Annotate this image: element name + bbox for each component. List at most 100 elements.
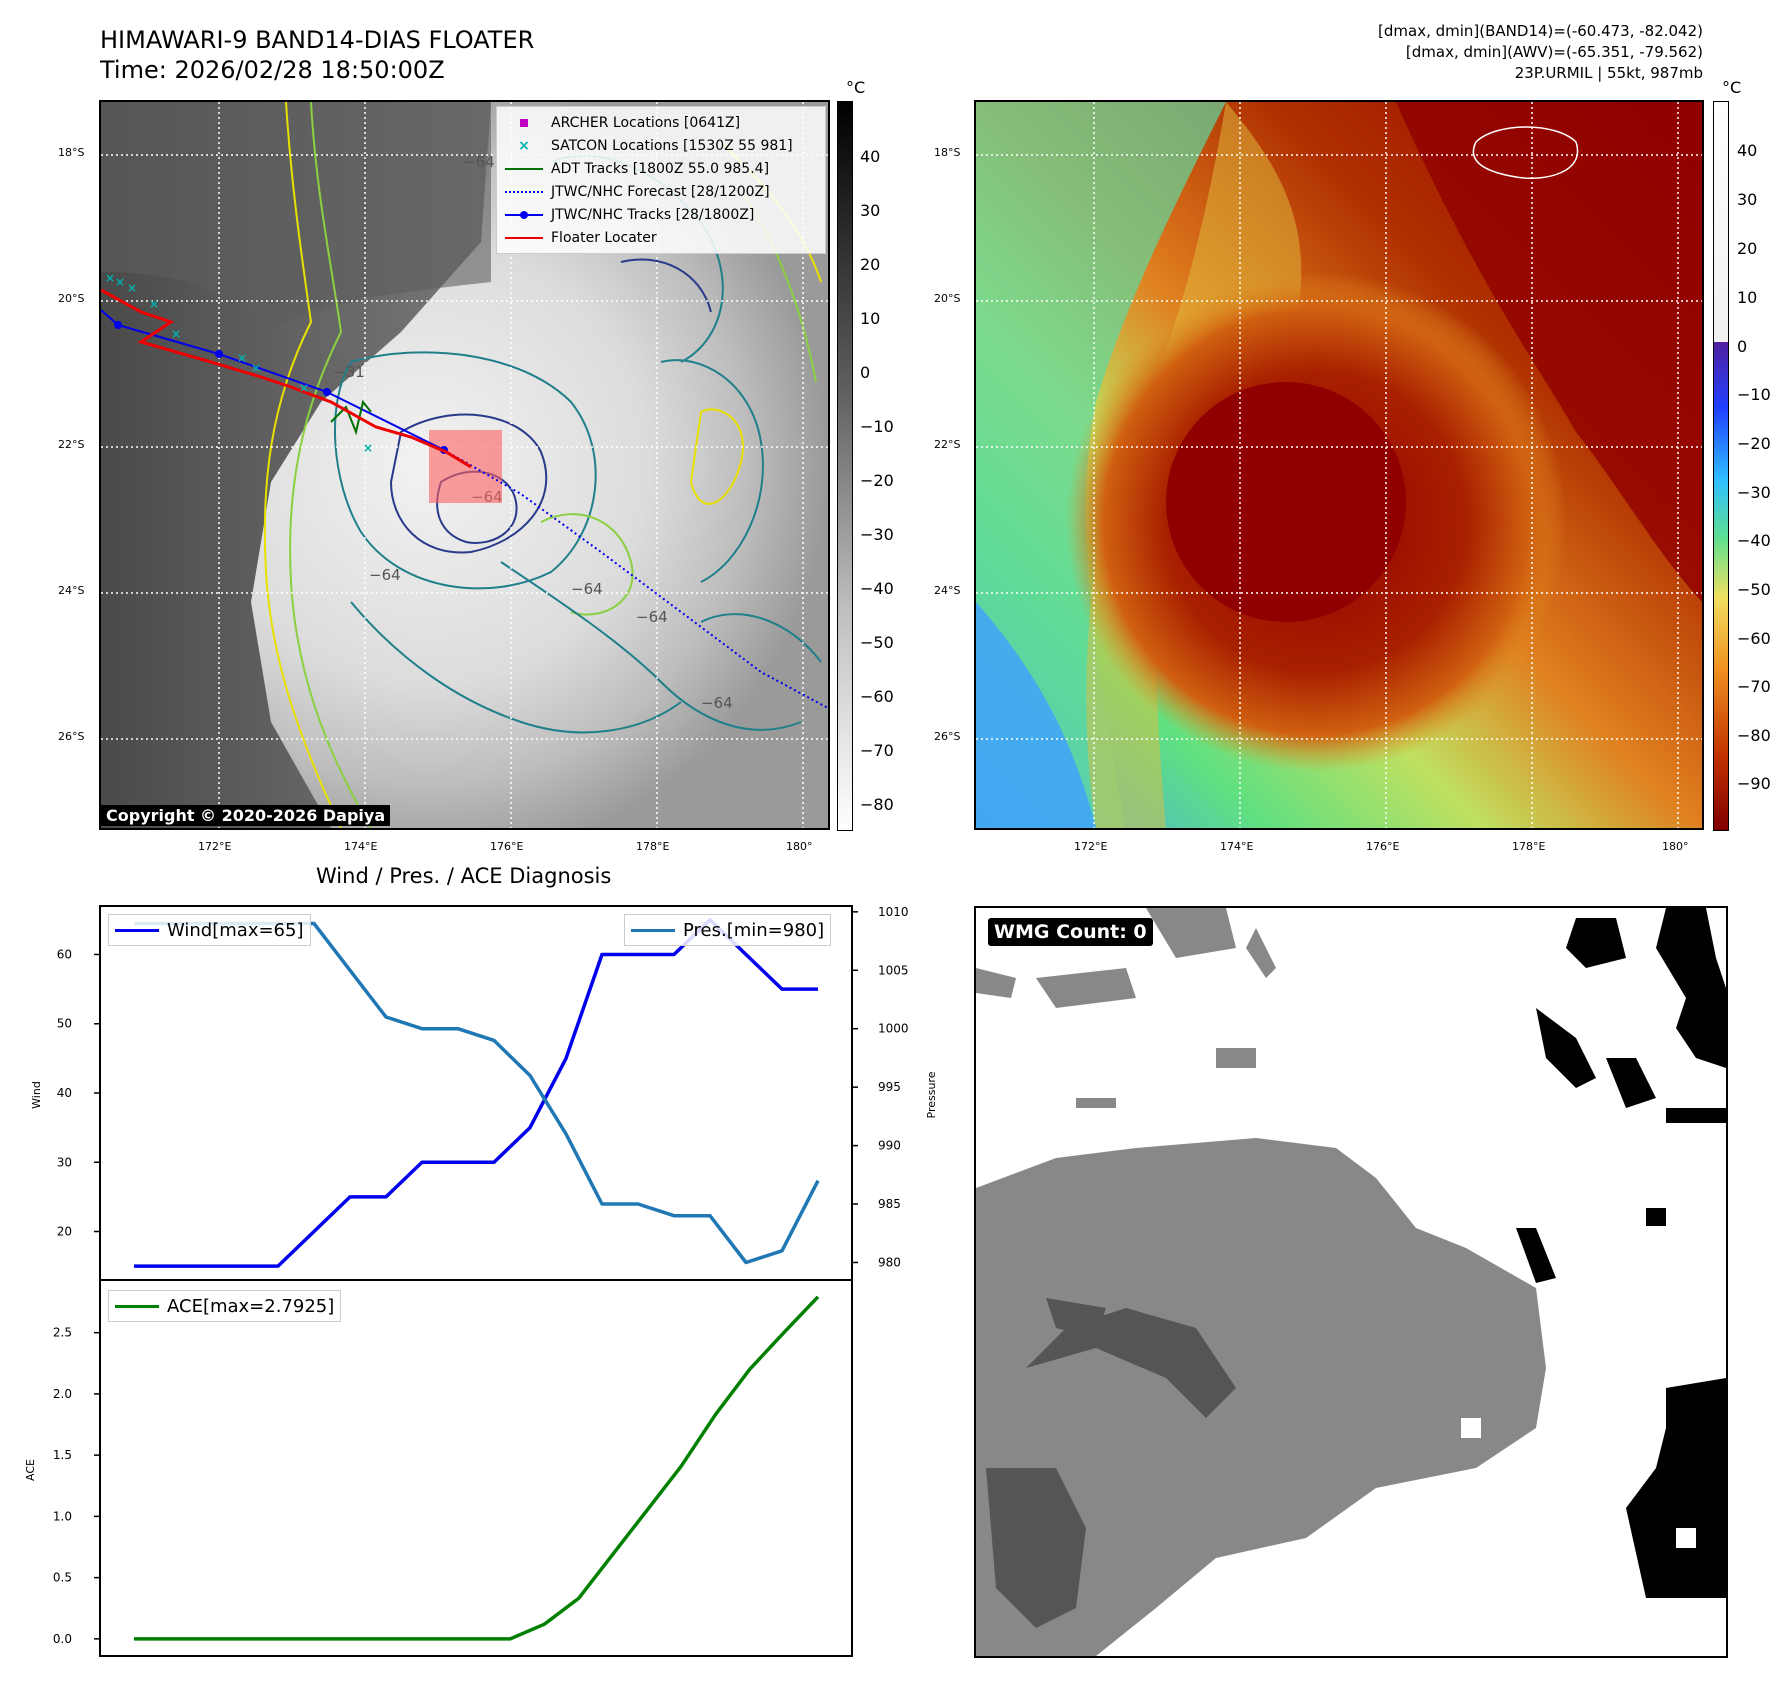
wind-legend: Wind[max=65]: [108, 914, 311, 946]
color-colorbar-tick: −40: [1737, 531, 1771, 550]
lat-label: 24°S: [58, 584, 85, 597]
contour-label: −64: [571, 580, 603, 598]
y-tick-label: 990: [878, 1139, 901, 1153]
y-tick-label: 60: [57, 947, 72, 961]
y-tick-label: 20: [57, 1225, 72, 1239]
pressure-ylabel: Pressure: [925, 1071, 938, 1118]
lat-label: 26°S: [934, 730, 961, 743]
svg-text:×: ×: [105, 271, 115, 285]
y-tick-label: 1005: [878, 963, 909, 977]
y-tick-label: 0.0: [53, 1632, 72, 1646]
lat-label: 24°S: [934, 584, 961, 597]
storm-info-text: 23P.URMIL | 55kt, 987mb: [1514, 64, 1703, 82]
dmax-awv-text: [dmax, dmin](AWV)=(-65.351, -79.562): [1405, 43, 1703, 61]
contour-label: −64: [369, 566, 401, 584]
y-tick-label: 1000: [878, 1022, 909, 1036]
wind-series: [133, 918, 819, 1268]
pressure-series: [133, 921, 820, 1265]
bw-colorbar-unit: °C: [846, 78, 866, 97]
y-tick-label: 30: [57, 1155, 72, 1169]
bw-ir-map-image: −64 −64 −64 −64 −64 −31 −64 ××× ××× ×××: [101, 102, 828, 828]
wmg-image: [976, 908, 1726, 1656]
lat-label: 20°S: [58, 292, 85, 305]
color-colorbar-tick: −90: [1737, 774, 1771, 793]
color-colorbar-tick: 20: [1737, 239, 1758, 258]
y-tick-label: 1.5: [53, 1448, 72, 1462]
ace-legend: ACE[max=2.7925]: [108, 1290, 342, 1322]
y-tick-label: 1.0: [53, 1509, 72, 1523]
bw-colorbar-tick: −80: [860, 795, 894, 814]
lat-label: 22°S: [934, 438, 961, 451]
legend-jtwc-forecast: JTWC/NHC Forecast [28/1200Z]: [505, 180, 817, 203]
wind-ylabel: Wind: [30, 1081, 43, 1109]
lon-label: 176°E: [1366, 840, 1400, 853]
lat-label: 20°S: [934, 292, 961, 305]
wmg-count-badge: WMG Count: 0: [988, 918, 1153, 946]
bw-colorbar: [837, 101, 853, 831]
wmg-panel: [974, 906, 1728, 1658]
diag-chart: 60 50 40 30 20 1010 1005 1000 995 990 985 980 2.5 2.0…: [24, 905, 938, 1657]
bw-colorbar-tick: −60: [860, 687, 894, 706]
color-colorbar-tick: 40: [1737, 141, 1758, 160]
figure-title: HIMAWARI-9 BAND14-DIAS FLOATER: [100, 26, 535, 54]
y-tick-label: 995: [878, 1080, 901, 1094]
color-colorbar-tick: 0: [1737, 337, 1748, 356]
svg-text:×: ×: [171, 327, 181, 341]
legend-satcon: × SATCON Locations [1530Z 55 981]: [518, 137, 793, 154]
contour-label: −31: [333, 363, 365, 381]
color-colorbar-tick: 10: [1737, 288, 1758, 307]
color-colorbar-unit: °C: [1722, 78, 1742, 97]
color-colorbar-tick: −50: [1737, 580, 1771, 599]
svg-text:×: ×: [115, 275, 125, 289]
map-legend: ARCHER Locations [0641Z] × SATCON Locati…: [496, 106, 826, 254]
copyright-badge: Copyright © 2020-2026 Dapiya: [101, 805, 391, 826]
svg-text:×: ×: [149, 297, 159, 311]
lon-label: 176°E: [490, 840, 524, 853]
y-tick-label: 1010: [878, 905, 909, 919]
wind-line: [134, 918, 818, 1268]
legend-floater: Floater Locater: [505, 226, 817, 249]
bw-colorbar-tick: 20: [860, 255, 881, 274]
svg-text:×: ×: [127, 281, 137, 295]
y-tick-label: 985: [878, 1197, 901, 1211]
bw-colorbar-tick: −30: [860, 525, 894, 544]
y-tick-label: 2.0: [53, 1387, 72, 1401]
ace-line: [134, 1295, 820, 1641]
lon-label: 180°: [786, 840, 813, 853]
lon-label: 174°E: [1220, 840, 1254, 853]
bw-colorbar-tick: −70: [860, 741, 894, 760]
color-colorbar-tick: −80: [1737, 726, 1771, 745]
floater-box: [429, 430, 502, 503]
bw-colorbar-tick: −50: [860, 633, 894, 652]
y-tick-label: 40: [57, 1086, 72, 1100]
contour-label: −64: [701, 694, 733, 712]
color-colorbar-tick: −30: [1737, 483, 1771, 502]
lon-label: 178°E: [1512, 840, 1546, 853]
color-colorbar-tick: −10: [1737, 385, 1771, 404]
svg-text:×: ×: [363, 441, 373, 455]
color-colorbar: [1713, 101, 1729, 831]
color-ir-map-image: [976, 102, 1702, 828]
lon-label: 174°E: [344, 840, 378, 853]
color-colorbar-tick: −60: [1737, 629, 1771, 648]
color-colorbar-tick: −20: [1737, 434, 1771, 453]
lat-label: 18°S: [58, 146, 85, 159]
lon-label: 172°E: [198, 840, 232, 853]
bw-colorbar-tick: 30: [860, 201, 881, 220]
legend-jtwc-tracks: JTWC/NHC Tracks [28/1800Z]: [505, 203, 817, 226]
color-ir-map: [974, 100, 1704, 830]
bw-colorbar-tick: −40: [860, 579, 894, 598]
bw-colorbar-tick: 0: [860, 363, 871, 382]
dmax-band14-text: [dmax, dmin](BAND14)=(-60.473, -82.042): [1378, 22, 1703, 40]
bw-colorbar-tick: −10: [860, 417, 894, 436]
color-colorbar-tick: 30: [1737, 190, 1758, 209]
legend-archer: ARCHER Locations [0641Z]: [505, 111, 817, 134]
contour-label: −64: [636, 608, 668, 626]
pressure-legend: Pres.[min=980]: [624, 914, 832, 946]
bw-colorbar-tick: 40: [860, 147, 881, 166]
pressure-line: [134, 921, 820, 1265]
bw-ir-map: −64 −64 −64 −64 −64 −31 −64 ××× ××× ×××: [99, 100, 830, 830]
figure-time: Time: 2026/02/28 18:50:00Z: [100, 56, 445, 84]
bw-colorbar-tick: 10: [860, 309, 881, 328]
y-tick-label: 2.5: [53, 1326, 72, 1340]
